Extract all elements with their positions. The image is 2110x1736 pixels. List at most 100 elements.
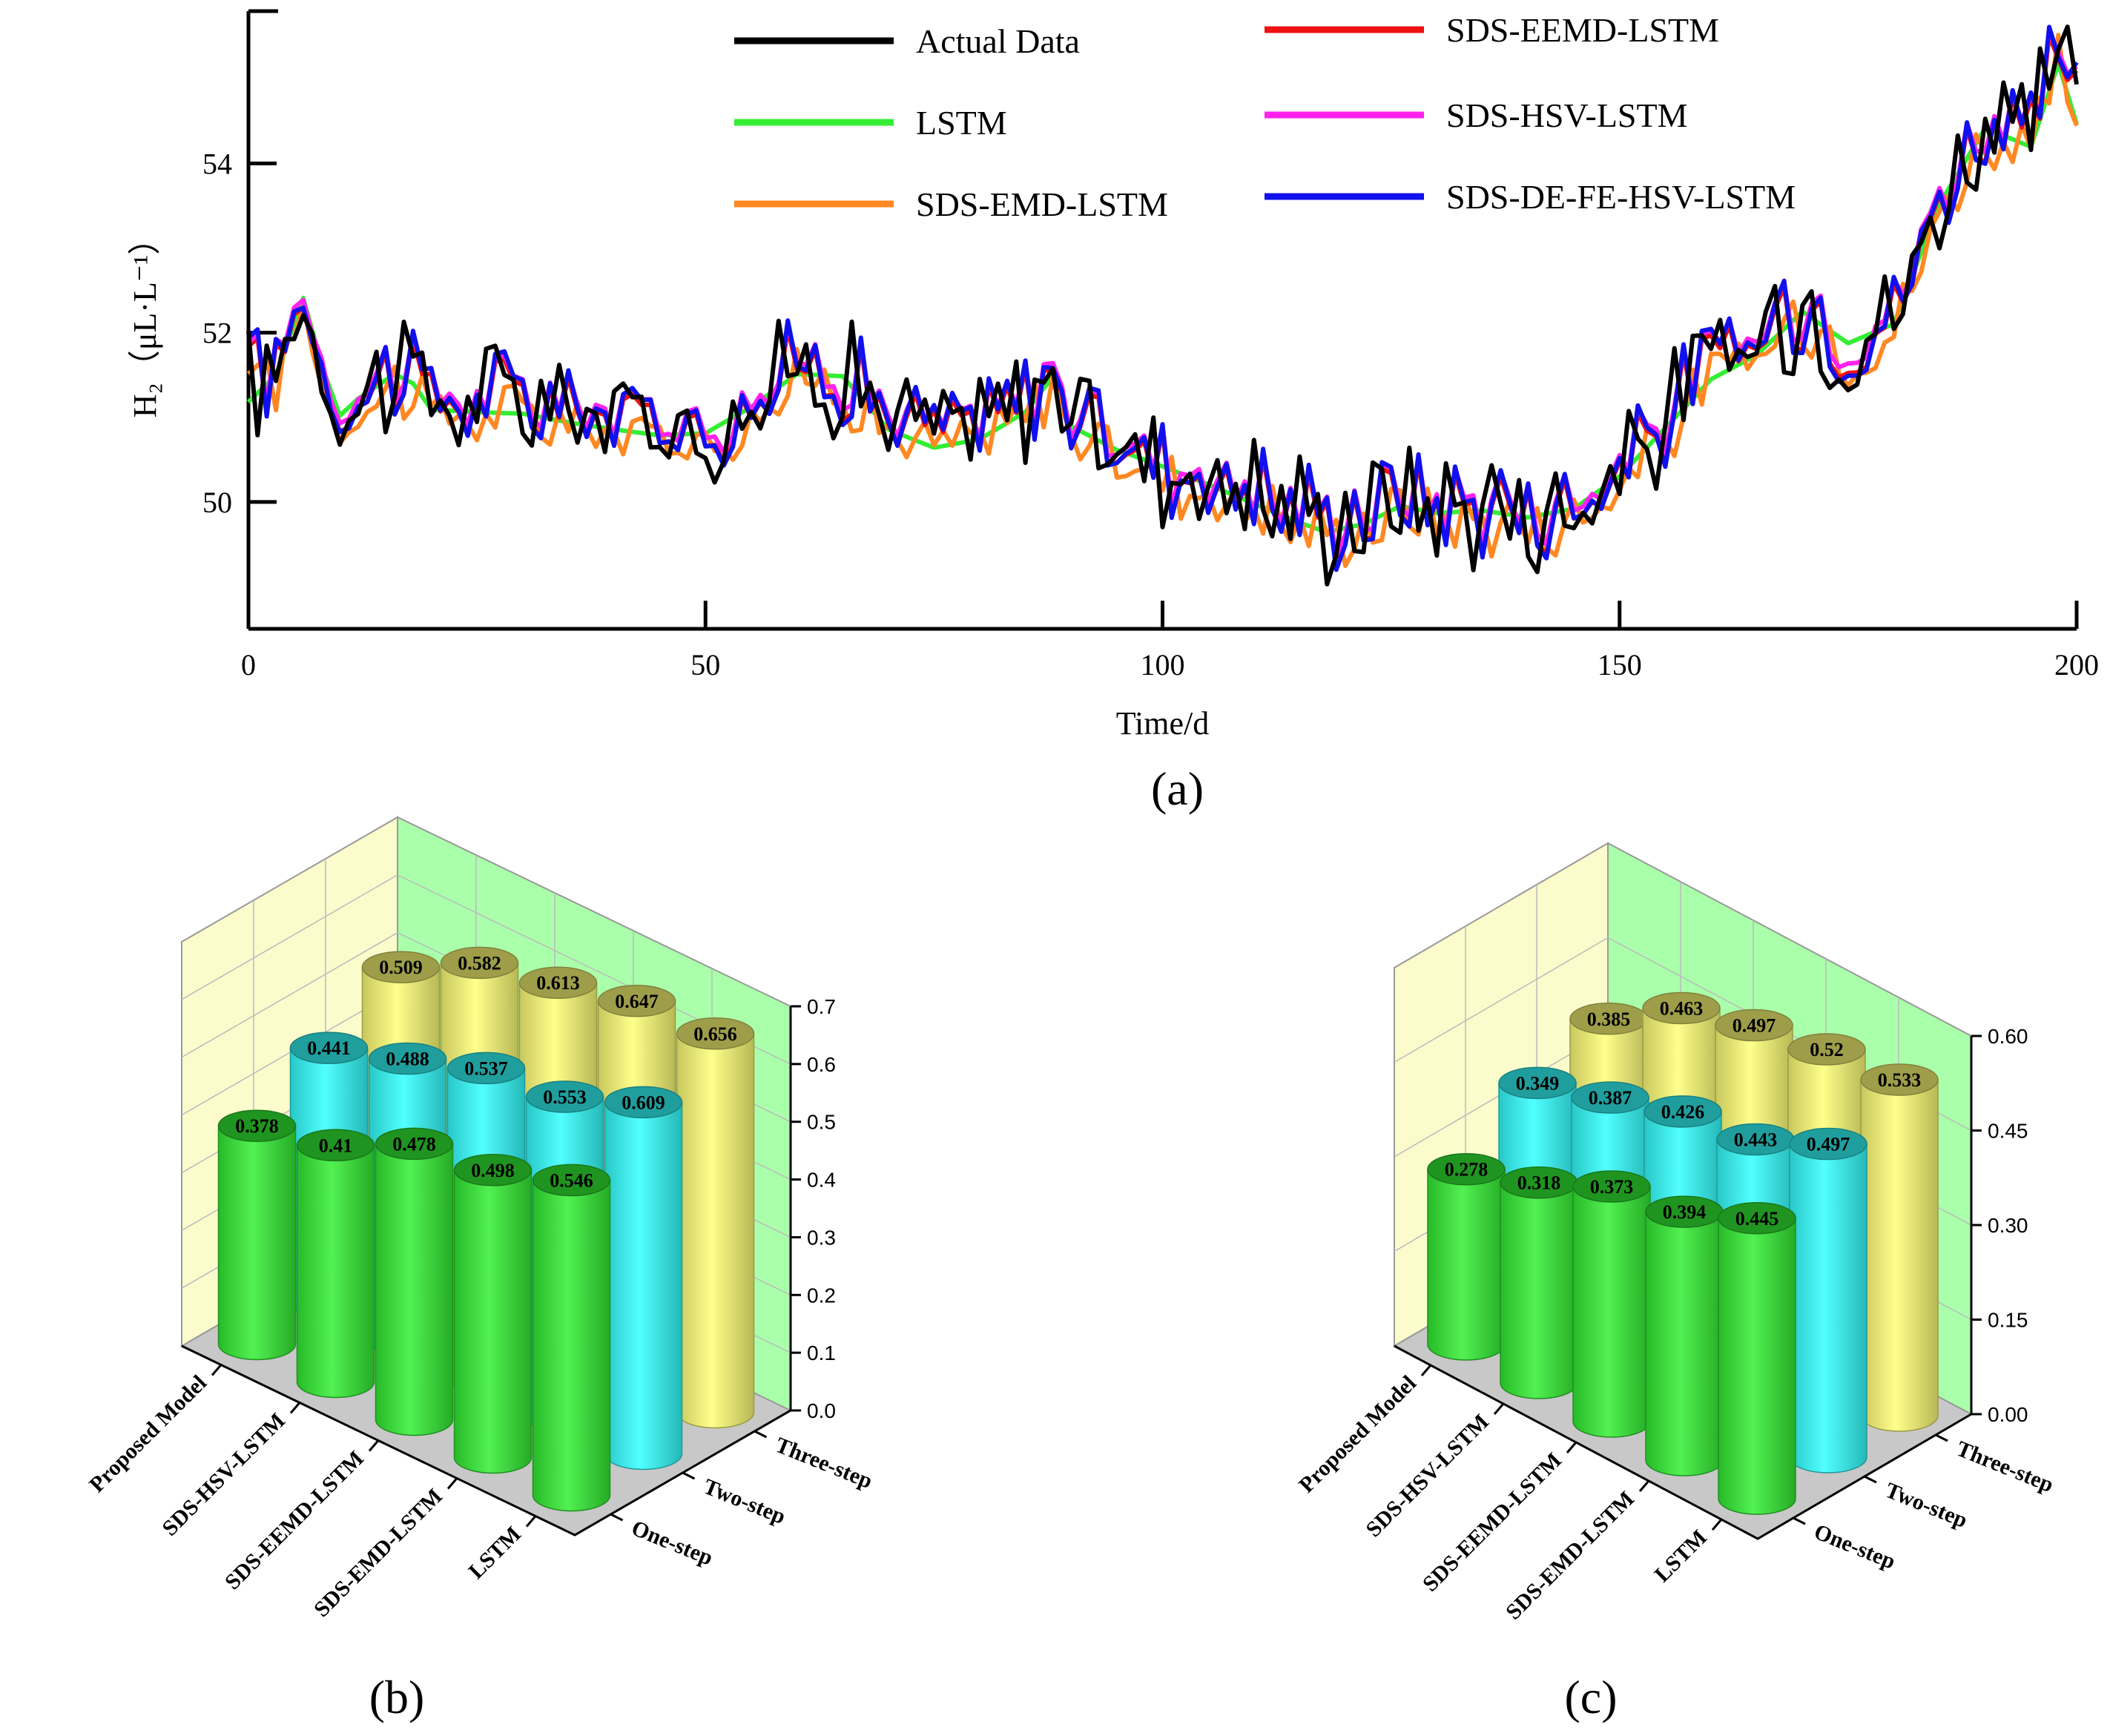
bar-top	[446, 1052, 526, 1085]
bar-top	[1498, 1066, 1577, 1100]
bar-value-label: 0.613	[536, 972, 580, 994]
bar-top	[518, 966, 598, 999]
category-tick	[368, 1439, 380, 1452]
step-label: One-step	[628, 1516, 716, 1571]
step-label: Two-step	[1882, 1478, 1971, 1533]
bar-cylinder	[676, 1033, 755, 1429]
step-tick	[610, 1513, 624, 1522]
category-tick	[211, 1364, 222, 1376]
category-tick	[1711, 1519, 1723, 1531]
category-tick	[289, 1402, 301, 1414]
category-tick	[1638, 1480, 1650, 1492]
panel-label: (b)	[369, 1671, 425, 1723]
bar-top	[1642, 991, 1721, 1025]
z-tick-label: 0.0	[807, 1399, 836, 1422]
y-tick-label: 54	[202, 147, 232, 180]
legend-label: SDS-EEMD-LSTM	[1446, 11, 1719, 49]
bar-top	[440, 946, 519, 980]
category-tick	[1420, 1364, 1432, 1376]
series-line-sds-hsv-lstm	[246, 30, 2078, 558]
z-tick-label: 0.00	[1988, 1403, 2028, 1426]
bar-cylinder	[1427, 1168, 1506, 1361]
step-tick	[754, 1430, 768, 1439]
bar-value-label: 0.509	[379, 957, 423, 978]
bar-top	[217, 1109, 297, 1142]
bar3d-chart-panel-c: 0.00 0.15 0.30 0.45 0.60 Proposed ModelSDS-HS…	[1294, 842, 2057, 1723]
y-tick-label: 52	[202, 317, 232, 350]
bar-top	[296, 1129, 375, 1162]
z-tick-label: 0.6	[807, 1053, 836, 1076]
category-label: Proposed Model	[1294, 1371, 1421, 1498]
bar-top	[532, 1164, 611, 1197]
z-tick-label: 0.3	[807, 1226, 836, 1249]
bar-value-label: 0.394	[1663, 1201, 1707, 1223]
y-tick-label: 50	[202, 486, 232, 519]
bar-value-label: 0.441	[307, 1037, 351, 1059]
bar-value-label: 0.387	[1589, 1087, 1632, 1109]
x-tick-label: 50	[690, 648, 720, 681]
z-tick-label: 0.1	[807, 1341, 836, 1364]
bar-value-label: 0.478	[392, 1133, 436, 1155]
bar-value-label: 0.445	[1735, 1208, 1779, 1230]
bar-top	[597, 985, 676, 1017]
step-label: Three-step	[1953, 1436, 2057, 1497]
bar-top	[676, 1017, 755, 1050]
category-label: LSTM	[1649, 1525, 1711, 1587]
category-label: SDS-HSV-LSTM	[1361, 1410, 1494, 1542]
step-tick	[682, 1471, 696, 1480]
legend-label: SDS-HSV-LSTM	[1446, 96, 1688, 134]
step-tick	[1793, 1516, 1806, 1525]
bar-top	[1571, 1081, 1649, 1114]
series-line-actual-data	[246, 24, 2079, 587]
bar-cylinder	[1645, 1211, 1724, 1476]
bar-value-label: 0.488	[386, 1049, 429, 1070]
bar-top	[361, 951, 441, 983]
bar-top	[289, 1032, 369, 1064]
z-tick-label: 0.7	[807, 995, 836, 1018]
bar-value-label: 0.497	[1807, 1134, 1850, 1155]
category-label: SDS-HSV-LSTM	[157, 1408, 290, 1541]
step-label: Three-step	[772, 1433, 876, 1494]
bar-value-label: 0.656	[693, 1023, 737, 1045]
x-tick-label: 200	[2054, 648, 2099, 681]
bar-top	[1644, 1095, 1722, 1128]
bar-cylinder	[1572, 1186, 1651, 1438]
bar-cylinder	[453, 1169, 533, 1474]
bar-value-label: 0.41	[319, 1135, 353, 1156]
bar-cylinder	[532, 1179, 611, 1512]
legend-label: SDS-EMD-LSTM	[916, 185, 1168, 223]
category-label: LSTM	[464, 1522, 525, 1583]
panel-label-a: (a)	[1151, 762, 1204, 815]
bar-top	[453, 1154, 533, 1187]
category-label: SDS-EMD-LSTM	[309, 1484, 447, 1622]
base-axis-lines	[181, 1344, 791, 1537]
y-axis-title: H₂（μL·L⁻¹）	[127, 222, 163, 418]
bar-top	[1572, 1170, 1651, 1203]
legend-label: LSTM	[916, 104, 1007, 142]
bar-cylinder	[1860, 1079, 1939, 1432]
bar-value-label: 0.553	[543, 1086, 587, 1108]
bar-top	[604, 1086, 683, 1119]
step-tick	[1864, 1475, 1877, 1484]
bar-value-label: 0.52	[1810, 1039, 1844, 1060]
bar-top	[1427, 1152, 1506, 1186]
bar-cylinder	[1789, 1143, 1867, 1473]
x-tick-label: 100	[1141, 648, 1185, 681]
bar-value-label: 0.278	[1445, 1159, 1488, 1181]
bar-value-label: 0.373	[1590, 1176, 1634, 1198]
base-axis-lines	[1394, 1344, 1972, 1540]
bar-top	[368, 1042, 447, 1075]
bar-value-label: 0.349	[1516, 1072, 1560, 1094]
bar-value-label: 0.463	[1660, 997, 1704, 1019]
x-tick-label: 0	[241, 648, 256, 681]
bar-cylinder	[1500, 1181, 1578, 1399]
category-tick	[1493, 1403, 1505, 1415]
bar-value-label: 0.609	[622, 1092, 665, 1113]
z-tick-label: 0.2	[807, 1284, 836, 1307]
z-tick-label: 0.15	[1988, 1309, 2028, 1332]
bar-value-label: 0.537	[464, 1057, 508, 1079]
bar-top	[1787, 1033, 1866, 1066]
bar-value-label: 0.426	[1661, 1101, 1705, 1123]
